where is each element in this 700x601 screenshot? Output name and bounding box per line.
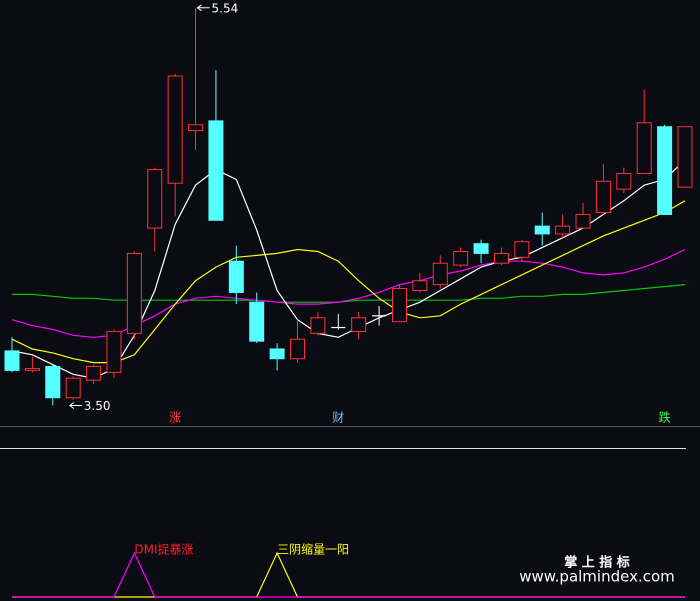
candle-body [595,180,611,214]
candle-body [126,252,142,334]
watermark-title: 掌 上 指 标 [564,555,630,571]
candle-body [575,213,591,229]
annotation-label: 3.50 [84,399,111,413]
candle-body [534,225,550,235]
candle-body [4,350,20,371]
event-marker: 跌 [659,410,671,425]
candle-body [65,377,81,399]
candle-body [391,288,407,323]
candle-body [106,330,122,373]
candle-body [310,317,326,334]
candle-body [249,301,265,342]
candle-body [208,120,224,221]
indicator-signal-label: DMI捉暴涨 [134,542,193,557]
candle-body [269,348,285,360]
candle-body [86,366,102,381]
annotation-arrow [68,402,82,409]
candle-body [228,260,244,293]
moving-average-line [11,159,686,379]
event-marker: 财 [332,411,344,425]
candle-body [493,252,509,264]
candle-body [167,75,183,184]
moving-average-line [11,248,686,338]
candle-body [677,126,693,188]
candle-body [473,243,489,254]
candle-body [290,338,306,360]
watermark-url: www.palmindex.com [519,568,675,586]
candle-body [188,124,204,132]
candle-body [412,280,428,291]
candle-body [616,173,632,190]
moving-average-line [11,200,686,364]
indicator-line [12,551,685,598]
annotation-arrow [196,4,210,12]
annotation-label: 5.54 [212,1,239,15]
candle-body [24,367,40,371]
candle-body [147,169,163,229]
candle-body [555,225,571,235]
candle-body [636,122,652,175]
moving-average-line [12,284,686,303]
candle-body [657,126,673,215]
candle-body [514,241,530,258]
event-marker: 涨 [169,410,181,425]
candle-body [453,250,469,266]
candle-body [432,262,448,286]
indicator-signal-label: 三阴缩量一阳 [277,542,349,557]
candle-body [45,366,61,399]
candle-body [351,317,367,332]
